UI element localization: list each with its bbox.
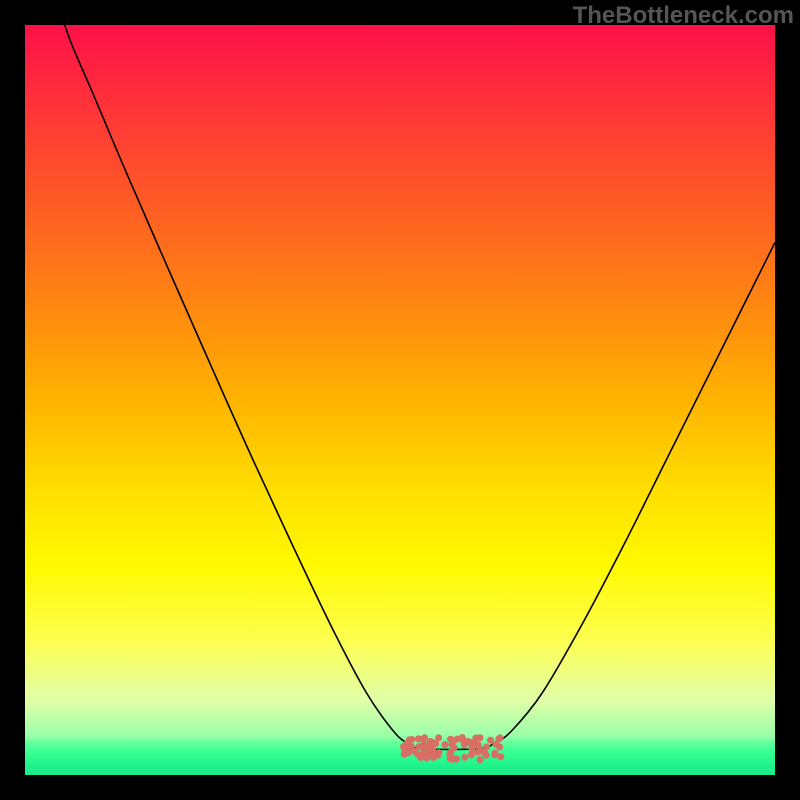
watermark-text: TheBottleneck.com [573, 2, 794, 30]
border-left [0, 0, 25, 800]
border-bottom [0, 775, 800, 800]
border-right [775, 0, 800, 800]
figure-frame: TheBottleneck.com [0, 0, 800, 800]
plot-area [25, 25, 775, 775]
